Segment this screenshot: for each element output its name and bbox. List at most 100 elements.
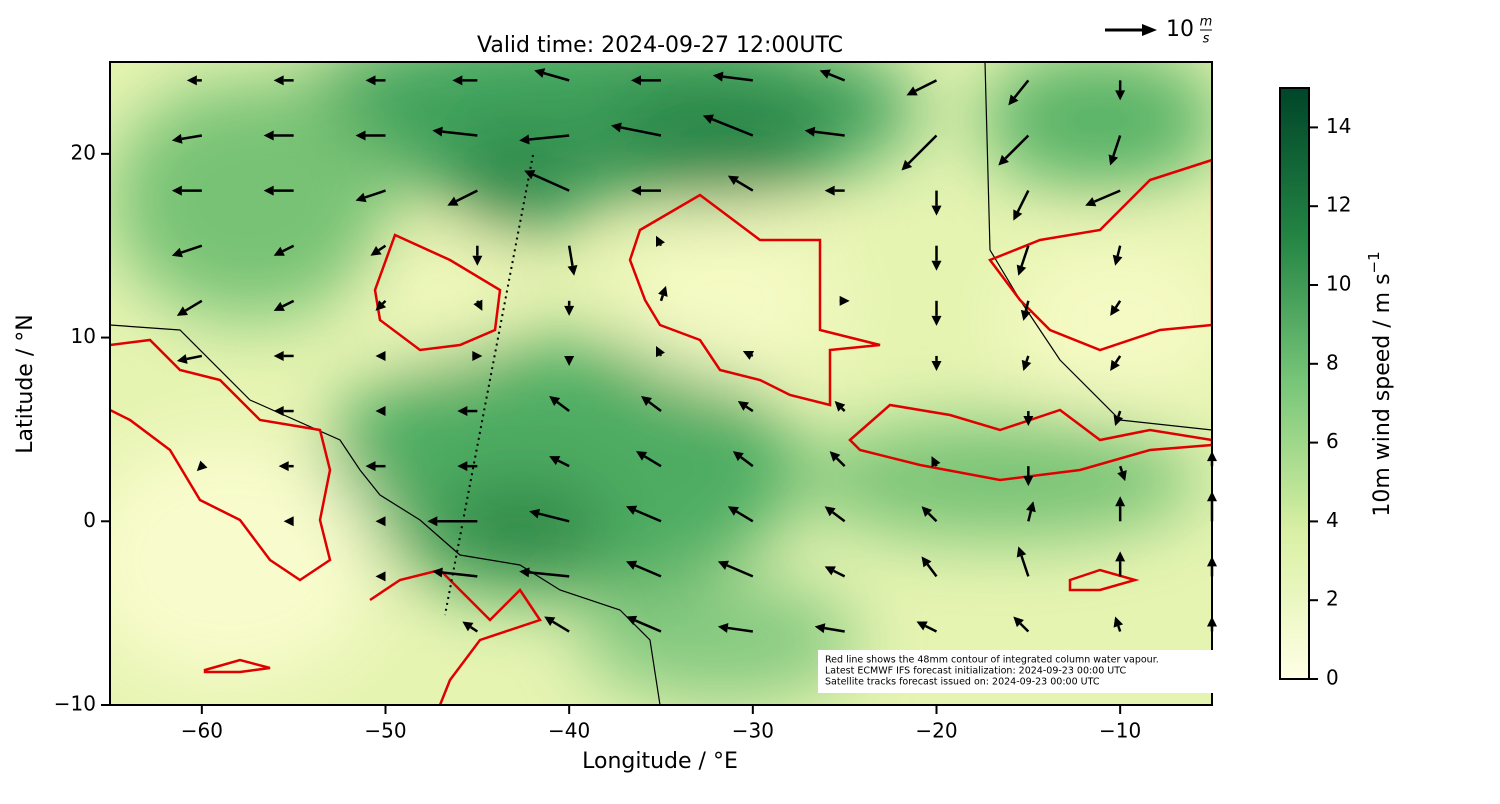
- wind-arrow: [717, 560, 754, 578]
- wind-arrow: [1115, 551, 1126, 577]
- wind-arrow: [737, 401, 754, 413]
- wind-arrow: [998, 134, 1030, 166]
- wind-arrow-shaft: [186, 354, 203, 361]
- wind-arrow: [375, 571, 386, 582]
- wind-arrow-shaft: [1013, 79, 1030, 99]
- wind-arrow-shaft: [634, 619, 662, 633]
- x-tick-label: −30: [732, 719, 774, 743]
- colorbar-tick-label: 14: [1326, 114, 1351, 138]
- wind-arrow-head: [519, 567, 530, 578]
- wind-arrow: [931, 190, 942, 216]
- annotation-line: Latest ECMWF IFS forecast initialization…: [825, 666, 1126, 677]
- colorbar-tick-label: 12: [1326, 193, 1351, 217]
- wind-arrow: [1113, 616, 1124, 632]
- wind-arrow-head: [631, 185, 641, 196]
- wind-arrow-head: [824, 185, 835, 196]
- wind-arrow-head: [1113, 616, 1124, 628]
- wind-arrow: [432, 126, 478, 137]
- wind-arrow-head: [427, 516, 438, 527]
- wind-arrow-head: [273, 406, 284, 417]
- wind-arrow: [824, 506, 846, 523]
- y-tick-label: −10: [54, 692, 96, 716]
- wind-arrow-head: [1023, 416, 1034, 427]
- wind-arrow-head: [524, 170, 536, 180]
- wind-arrow: [176, 354, 203, 364]
- wind-arrow-shaft: [926, 563, 938, 578]
- wind-arrow: [457, 461, 478, 472]
- wind-arrow-head: [819, 69, 831, 79]
- wind-arrow-shaft: [840, 407, 846, 412]
- wind-arrow: [921, 556, 938, 578]
- wind-arrow: [916, 621, 938, 633]
- title: Valid time: 2024-09-27 12:00UTC: [477, 33, 843, 58]
- wind-arrow-shaft: [1117, 625, 1122, 632]
- wind-arrow-shaft: [835, 457, 846, 468]
- wind-arrow-shaft: [1020, 555, 1030, 577]
- wind-arrow: [636, 451, 662, 468]
- wind-vectors: [171, 68, 1217, 634]
- wind-arrow: [375, 406, 386, 417]
- wind-arrow-shaft: [1118, 465, 1124, 473]
- wind-arrow-head: [171, 185, 182, 196]
- wind-arrow-shaft: [1116, 245, 1122, 257]
- x-tick-label: −10: [1099, 719, 1141, 743]
- wind-arrow: [1016, 546, 1030, 577]
- wind-arrow-head: [473, 299, 483, 311]
- wind-arrow-shaft: [181, 134, 203, 141]
- wind-arrow-head: [196, 460, 208, 472]
- wind-arrow-head: [472, 255, 483, 266]
- wind-arrow: [1020, 300, 1031, 321]
- colorbar-tick-label: 6: [1326, 429, 1339, 453]
- wind-arrow-shaft: [556, 401, 570, 413]
- wind-arrow: [263, 185, 294, 196]
- wind-arrow: [742, 350, 755, 360]
- wind-arrow-head: [631, 75, 641, 86]
- map-frame: [109, 61, 1213, 706]
- wind-arrow-shaft: [364, 189, 386, 199]
- colorbar: [1279, 87, 1310, 680]
- wind-arrow: [273, 299, 295, 311]
- wind-arrow-shaft: [833, 569, 846, 578]
- wind-arrow-head: [906, 86, 918, 96]
- wind-arrow-head: [375, 300, 387, 311]
- wind-arrow-head: [717, 560, 729, 570]
- wind-arrow-shaft: [907, 134, 938, 165]
- wind-arrow: [171, 244, 203, 258]
- wind-arrow-shaft: [528, 134, 570, 141]
- wind-arrow-head: [1013, 616, 1024, 628]
- wind-arrow-shaft: [1024, 300, 1030, 312]
- wind-arrow-head: [727, 175, 739, 186]
- wind-arrow: [519, 134, 570, 145]
- colorbar-label-sup: −1: [1365, 251, 1383, 273]
- wind-arrow-shaft: [532, 173, 570, 192]
- wind-arrow: [365, 75, 386, 86]
- wind-arrow-head: [186, 75, 197, 86]
- wind-arrow-shaft: [711, 118, 754, 137]
- wind-arrow: [1013, 616, 1030, 633]
- wind-arrow-head: [611, 122, 622, 133]
- wind-arrow-head: [1113, 414, 1124, 427]
- wind-arrow: [447, 189, 478, 206]
- wind-arrow: [473, 299, 483, 311]
- wind-arrow-head: [732, 451, 744, 462]
- wind-arrow: [1021, 355, 1032, 371]
- wind-arrow-shaft: [659, 294, 665, 302]
- colorbar-tick-label: 10: [1326, 272, 1351, 296]
- wind-arrow: [906, 79, 938, 96]
- wind-arrow: [656, 235, 665, 247]
- wind-arrow: [611, 122, 662, 137]
- colorbar-tick-label: 2: [1326, 587, 1339, 611]
- wind-arrow: [427, 516, 478, 527]
- wind-arrow: [375, 350, 386, 361]
- wind-arrow-head: [998, 154, 1009, 166]
- wind-arrow-head: [263, 185, 274, 196]
- wind-arrow-head: [447, 196, 459, 206]
- y-tick-label: 10: [71, 324, 96, 348]
- wind-arrow-head: [564, 355, 575, 366]
- wind-arrow-head: [717, 622, 729, 633]
- wind-arrow-head: [626, 560, 638, 570]
- colorbar-label: 10m wind speed / m s−1: [1365, 251, 1396, 516]
- y-axis-label: Latitude / °N: [13, 314, 38, 453]
- wind-arrow-head: [457, 406, 468, 417]
- wind-arrow: [829, 451, 846, 468]
